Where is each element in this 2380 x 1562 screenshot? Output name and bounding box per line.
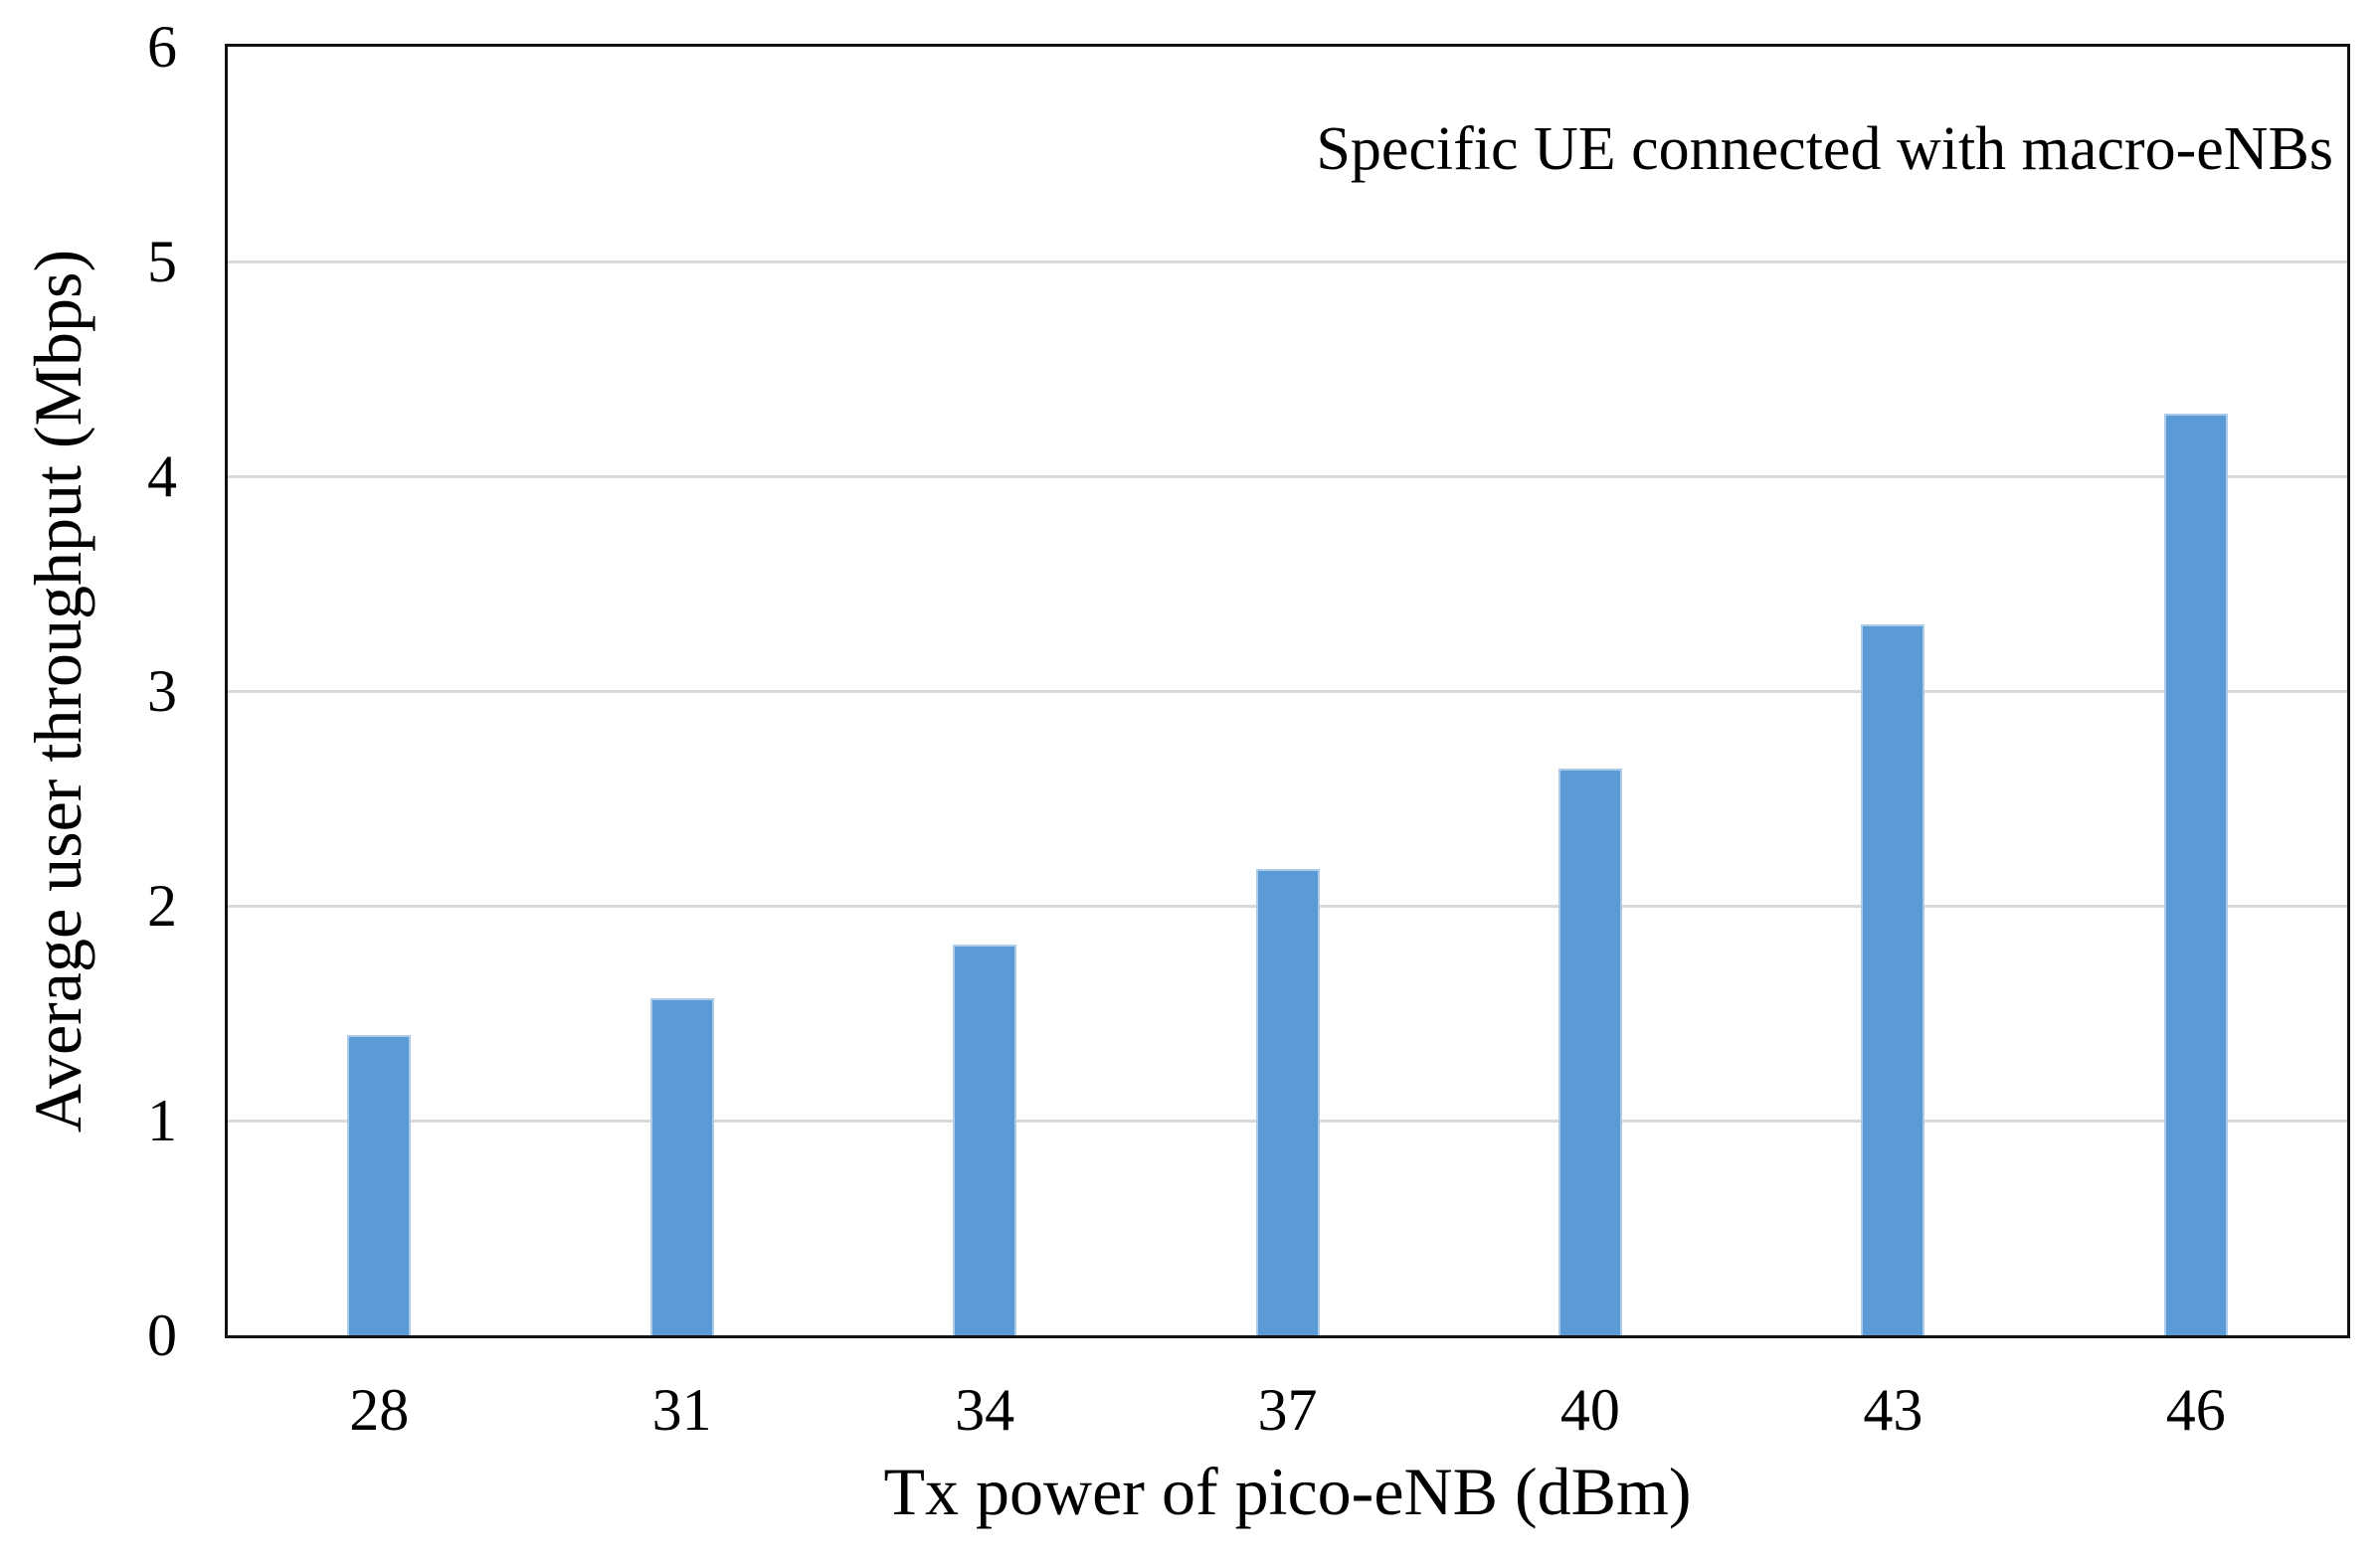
y-tick-label-1: 1 — [147, 1088, 177, 1153]
gridline-y5 — [228, 260, 2347, 263]
bar-46 — [2163, 414, 2228, 1335]
y-tick-label-5: 5 — [147, 229, 177, 294]
bar-40 — [1557, 768, 1622, 1335]
y-tick-label-4: 4 — [147, 443, 177, 509]
y-tick-label-3: 3 — [147, 658, 177, 724]
x-tick-label-40: 40 — [1559, 1377, 1620, 1443]
bar-28 — [347, 1034, 412, 1335]
gridline-y4 — [228, 474, 2347, 478]
x-axis-title: Tx power of pico-eNB (dBm) — [883, 1454, 1692, 1529]
chart-annotation: Specific UE connected with macro-eNBs — [1316, 115, 2333, 183]
x-tick-label-31: 31 — [651, 1377, 712, 1443]
y-tick-label-0: 0 — [147, 1302, 177, 1368]
x-tick-label-37: 37 — [1257, 1377, 1318, 1443]
x-tick-label-34: 34 — [955, 1377, 1015, 1443]
x-tick-label-28: 28 — [349, 1377, 410, 1443]
bar-31 — [649, 997, 714, 1335]
plot-area: Specific UE connected with macro-eNBs — [225, 44, 2350, 1338]
bar-37 — [1255, 869, 1320, 1335]
y-tick-label-2: 2 — [147, 873, 177, 939]
bar-34 — [953, 944, 1017, 1335]
x-tick-label-43: 43 — [1863, 1377, 1923, 1443]
y-tick-label-6: 6 — [147, 14, 177, 80]
x-tick-label-46: 46 — [2165, 1377, 2226, 1443]
gridline-y3 — [228, 689, 2347, 693]
bar-43 — [1861, 624, 1925, 1335]
